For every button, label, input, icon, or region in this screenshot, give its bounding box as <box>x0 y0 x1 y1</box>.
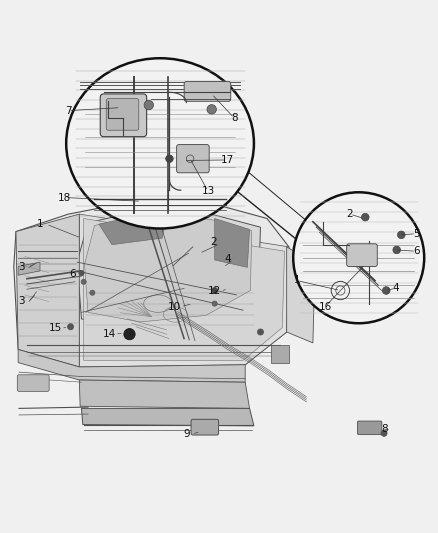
Polygon shape <box>215 219 250 268</box>
FancyBboxPatch shape <box>357 421 382 434</box>
Text: 18: 18 <box>58 192 71 203</box>
Circle shape <box>381 430 387 437</box>
Circle shape <box>207 104 216 114</box>
Polygon shape <box>77 211 261 330</box>
Circle shape <box>212 301 217 306</box>
Polygon shape <box>84 219 285 360</box>
Circle shape <box>166 155 173 163</box>
Text: 6: 6 <box>69 269 76 279</box>
Polygon shape <box>287 247 315 343</box>
Polygon shape <box>81 408 254 426</box>
Polygon shape <box>99 214 166 245</box>
Circle shape <box>398 231 405 239</box>
Circle shape <box>90 290 95 295</box>
Text: 7: 7 <box>65 106 72 116</box>
Text: 8: 8 <box>231 113 237 123</box>
Circle shape <box>393 246 400 254</box>
Circle shape <box>67 324 74 330</box>
Text: 1: 1 <box>293 276 300 286</box>
Circle shape <box>293 192 424 323</box>
Polygon shape <box>272 345 289 362</box>
Text: 6: 6 <box>413 246 420 256</box>
Text: 16: 16 <box>318 302 332 312</box>
Text: 3: 3 <box>18 296 25 306</box>
Text: 1: 1 <box>37 219 43 229</box>
Circle shape <box>144 100 153 110</box>
Text: 15: 15 <box>49 324 62 334</box>
Text: 12: 12 <box>208 286 221 296</box>
Polygon shape <box>79 380 250 408</box>
Circle shape <box>382 287 390 294</box>
FancyBboxPatch shape <box>191 419 219 435</box>
Circle shape <box>124 328 135 340</box>
Ellipse shape <box>66 58 254 229</box>
Polygon shape <box>18 262 40 275</box>
FancyBboxPatch shape <box>177 144 209 173</box>
Circle shape <box>79 270 84 276</box>
Circle shape <box>258 329 264 335</box>
FancyBboxPatch shape <box>184 82 231 101</box>
Text: 2: 2 <box>210 237 217 247</box>
Polygon shape <box>85 215 252 322</box>
Text: 8: 8 <box>381 424 388 434</box>
Text: 9: 9 <box>183 429 190 439</box>
FancyBboxPatch shape <box>106 99 139 130</box>
Text: 13: 13 <box>201 187 215 196</box>
Text: 10: 10 <box>168 302 181 312</box>
Polygon shape <box>16 214 79 367</box>
FancyBboxPatch shape <box>17 375 49 391</box>
Circle shape <box>361 213 369 221</box>
Text: 17: 17 <box>221 155 234 165</box>
Circle shape <box>212 287 218 294</box>
Text: 14: 14 <box>102 329 116 339</box>
Polygon shape <box>79 214 289 367</box>
Circle shape <box>81 279 86 285</box>
Text: 3: 3 <box>18 262 25 271</box>
Text: 4: 4 <box>224 254 231 264</box>
Text: 4: 4 <box>392 284 399 293</box>
FancyBboxPatch shape <box>100 94 147 136</box>
FancyBboxPatch shape <box>347 244 377 266</box>
Text: 5: 5 <box>413 229 420 239</box>
Polygon shape <box>14 201 289 374</box>
Text: 2: 2 <box>346 209 353 219</box>
Polygon shape <box>18 350 245 382</box>
